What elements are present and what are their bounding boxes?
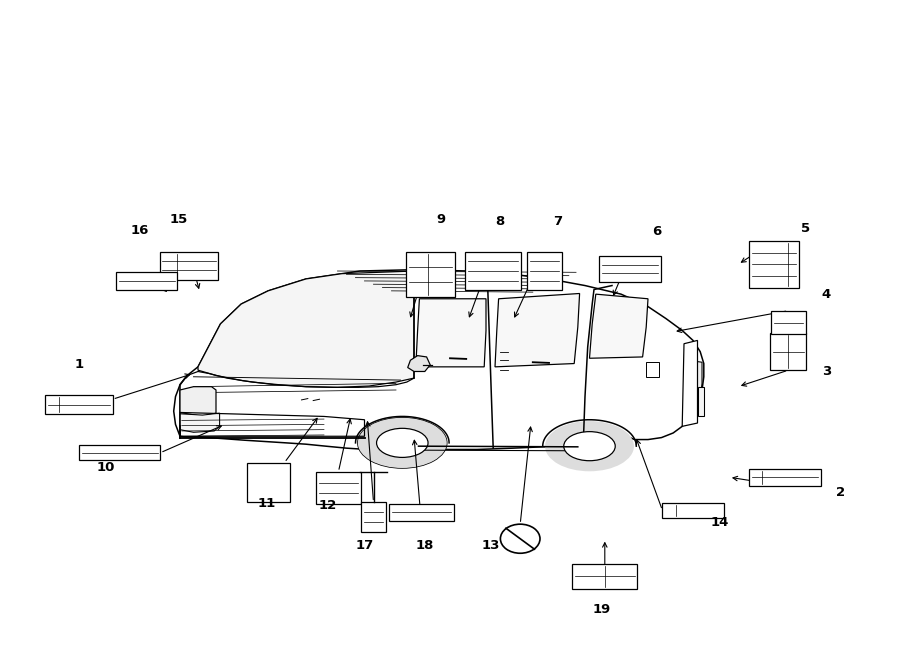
Ellipse shape [358, 418, 446, 468]
Text: 1: 1 [75, 358, 84, 371]
Bar [599, 256, 661, 282]
Text: 6: 6 [652, 225, 662, 238]
Text: 16: 16 [130, 223, 148, 237]
Text: 19: 19 [592, 603, 610, 616]
Bar [770, 333, 806, 370]
Bar [771, 311, 806, 334]
Bar [662, 503, 724, 518]
Bar [361, 502, 386, 531]
FancyBboxPatch shape [646, 362, 659, 377]
Text: 15: 15 [169, 213, 187, 226]
Text: 9: 9 [436, 213, 446, 226]
Bar [749, 241, 799, 288]
Polygon shape [174, 270, 704, 451]
Text: 13: 13 [482, 539, 500, 552]
Text: 5: 5 [801, 221, 810, 235]
Bar [316, 472, 361, 504]
Text: 8: 8 [495, 215, 504, 228]
Bar [79, 446, 160, 460]
Bar [527, 252, 562, 290]
Polygon shape [495, 293, 580, 367]
Polygon shape [408, 356, 430, 371]
Text: 11: 11 [257, 497, 275, 510]
Text: 17: 17 [356, 539, 373, 552]
Polygon shape [684, 360, 702, 398]
Polygon shape [180, 413, 220, 432]
Circle shape [500, 524, 540, 553]
Text: 4: 4 [822, 288, 831, 301]
Text: 10: 10 [97, 461, 115, 474]
Ellipse shape [376, 428, 428, 457]
Ellipse shape [545, 421, 634, 471]
Polygon shape [682, 340, 698, 426]
Text: 3: 3 [822, 365, 831, 378]
Polygon shape [180, 387, 216, 416]
Text: 2: 2 [836, 486, 845, 499]
Bar [572, 564, 637, 589]
Bar [116, 272, 177, 290]
Ellipse shape [358, 418, 446, 468]
Bar [160, 252, 218, 280]
Polygon shape [198, 271, 414, 387]
Bar [45, 395, 113, 414]
Bar [247, 463, 290, 502]
Bar [465, 252, 521, 290]
Text: 14: 14 [711, 516, 729, 529]
Text: 12: 12 [319, 499, 337, 512]
Bar [389, 504, 454, 521]
Bar [406, 252, 454, 297]
Polygon shape [590, 294, 648, 358]
Text: 18: 18 [416, 539, 434, 552]
Text: 7: 7 [554, 215, 562, 228]
Polygon shape [416, 299, 486, 367]
Ellipse shape [563, 432, 616, 461]
Polygon shape [698, 387, 704, 416]
Bar [749, 469, 821, 485]
